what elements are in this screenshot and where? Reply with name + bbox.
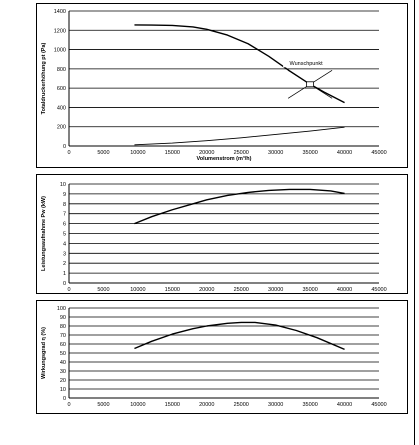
y-tick-label: 90	[60, 315, 66, 321]
x-tick-label: 5000	[97, 287, 109, 293]
x-tick-label: 30000	[268, 402, 283, 408]
y-tick-label: 400	[57, 105, 66, 111]
x-tick-label: 10000	[130, 287, 145, 293]
x-tick-label: 35000	[302, 150, 317, 156]
y-tick-label: 10	[60, 387, 66, 393]
y-tick-label: 2	[63, 261, 66, 267]
y-tick-label: 50	[60, 351, 66, 357]
y-tick-label: 800	[57, 67, 66, 73]
chart-panel-pressure: 0 200 400 600 800 1000 1200 1400 0 5000 10000 15000…	[36, 3, 408, 168]
y-tick-label: 6	[63, 222, 66, 228]
pressure-chart: 0 200 400 600 800 1000 1200 1400 0 5000 10000 15000…	[41, 9, 387, 162]
y-tick-label: 7	[63, 212, 66, 218]
x-tick-label: 30000	[268, 287, 283, 293]
y-tick-label: 3	[63, 251, 66, 257]
y-tick-label: 600	[57, 86, 66, 92]
x-tick-label: 45000	[371, 402, 386, 408]
x-tick-label: 15000	[165, 287, 180, 293]
efficiency-chart: 0 10 20 30 40 50 60 70 80 90 100 0 5000 10000 15000 200…	[41, 306, 387, 408]
x-tick-label: 40000	[337, 402, 352, 408]
y-tick-label: 200	[57, 125, 66, 131]
x-tick-label: 40000	[337, 150, 352, 156]
x-tick-label: 45000	[371, 287, 386, 293]
series-line-1	[134, 321, 345, 351]
x-tick-label: 15000	[165, 150, 180, 156]
x-tick-label: 0	[67, 150, 70, 156]
x-tick-label: 0	[67, 402, 70, 408]
series-line-2	[134, 126, 345, 146]
y-tick-label: 4	[63, 241, 66, 247]
x-tick-label: 25000	[234, 150, 249, 156]
y-tick-label: 0	[63, 396, 66, 402]
y-tick-label: 10	[60, 182, 66, 188]
chart-panel-efficiency: 0 10 20 30 40 50 60 70 80 90 100 0 5000 10000 15000 200…	[36, 300, 408, 414]
y-tick-label: 60	[60, 342, 66, 348]
annotation-background	[283, 58, 330, 68]
x-tick-label: 20000	[199, 402, 214, 408]
y-tick-label: 1400	[54, 9, 66, 15]
y-tick-label: 1	[63, 271, 66, 277]
operating-point-marker	[306, 81, 315, 88]
y-tick-label: 9	[63, 192, 66, 198]
y-tick-label: 20	[60, 378, 66, 384]
x-tick-label: 35000	[302, 287, 317, 293]
y-tick-label: 0	[63, 281, 66, 287]
y-tick-label: 0	[63, 144, 66, 150]
x-tick-label: 0	[67, 287, 70, 293]
y-axis-label: Leistungsaufnahme Pw (kW)	[41, 196, 47, 271]
x-tick-label: 5000	[97, 150, 109, 156]
y-tick-label: 8	[63, 202, 66, 208]
x-tick-label: 40000	[337, 287, 352, 293]
y-tick-label: 5	[63, 232, 66, 238]
x-tick-label: 5000	[97, 402, 109, 408]
x-tick-label: 15000	[165, 402, 180, 408]
y-axis-label: Wirkungsgrad η (%)	[41, 327, 47, 379]
x-tick-label: 10000	[130, 150, 145, 156]
y-tick-label: 1200	[54, 28, 66, 34]
x-tick-label: 25000	[234, 287, 249, 293]
x-tick-label: 30000	[268, 150, 283, 156]
y-axis-label: Totaldruckerhöhung pt (Pa)	[41, 42, 47, 114]
y-tick-label: 70	[60, 333, 66, 339]
x-tick-label: 25000	[234, 402, 249, 408]
y-tick-label: 40	[60, 360, 66, 366]
y-tick-label: 80	[60, 324, 66, 330]
y-tick-label: 30	[60, 369, 66, 375]
x-axis-label: Volumenstrom (m³/h)	[197, 155, 252, 162]
x-tick-label: 20000	[199, 287, 214, 293]
x-tick-label: 45000	[371, 150, 386, 156]
x-tick-label: 10000	[130, 402, 145, 408]
page-edge-line	[414, 0, 415, 445]
series-line-1	[134, 188, 345, 225]
y-tick-label: 100	[57, 306, 66, 312]
x-tick-label: 20000	[199, 150, 214, 156]
x-tick-label: 35000	[302, 402, 317, 408]
annotation-label: Wunschpunkt	[289, 61, 323, 67]
y-tick-label: 1000	[54, 48, 66, 54]
power-chart: 0 1 2 3 4 5 6 7 8 9 10 0 5000 10000 15000 20000 25000 300…	[41, 182, 387, 293]
chart-panel-power: 0 1 2 3 4 5 6 7 8 9 10 0 5000 10000 15000 20000 25000 300…	[36, 174, 408, 294]
